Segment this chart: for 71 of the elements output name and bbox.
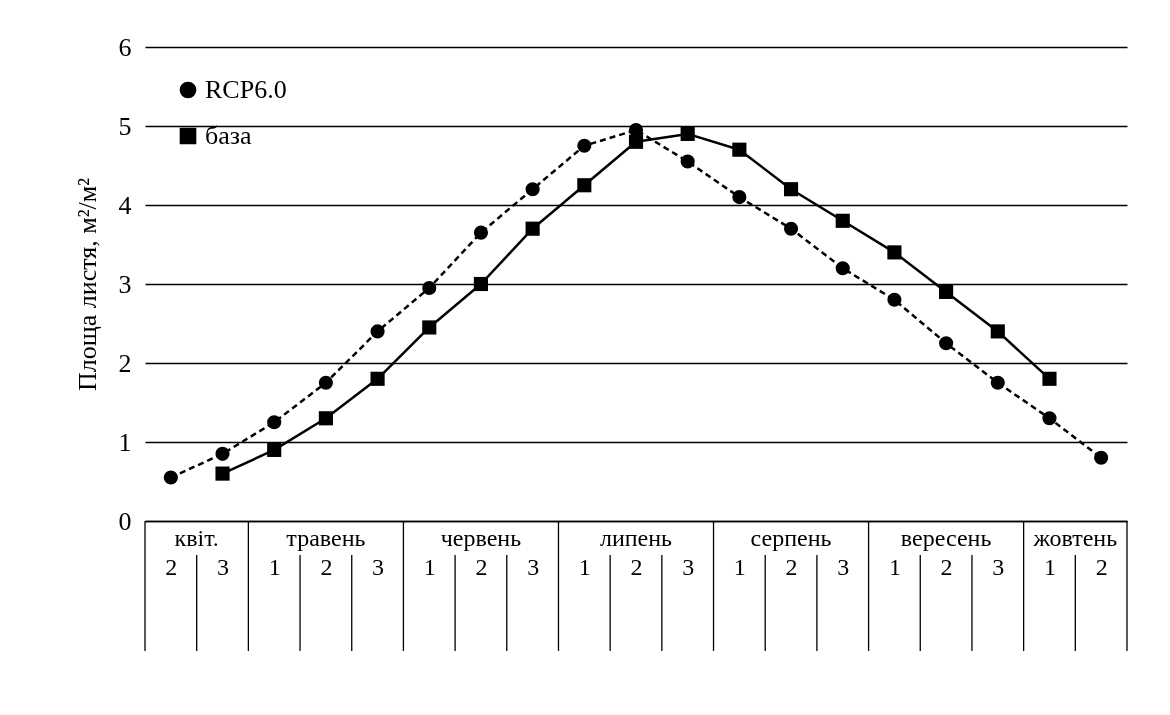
point: [680, 126, 695, 141]
y-tick-label: 3: [118, 269, 132, 299]
point: [473, 276, 489, 292]
x-tick-label: 3: [992, 553, 1005, 580]
point: [1094, 450, 1109, 465]
point: [628, 134, 644, 149]
point: [422, 280, 437, 296]
point: [267, 415, 282, 430]
point: [525, 221, 540, 236]
x-tick-label: 1: [578, 553, 591, 580]
point: [473, 225, 489, 240]
x-tick-label: 2: [1095, 553, 1108, 580]
y-tick-label: 5: [118, 111, 132, 141]
point: [422, 320, 437, 335]
text: травень: [286, 525, 366, 551]
point: [215, 466, 230, 481]
x-tick-label: 2: [630, 553, 643, 580]
y-tick-label: 6: [118, 32, 132, 62]
y-tick-label: 4: [118, 190, 132, 220]
point: [732, 142, 747, 157]
x-tick-label: 1: [1043, 553, 1056, 580]
point: [732, 190, 747, 205]
x-tick-label: 2: [785, 553, 798, 580]
point: [215, 446, 230, 461]
text: вересень: [900, 525, 992, 551]
x-tick-label: 1: [268, 553, 281, 580]
legend-label: RCP6.0: [205, 75, 287, 104]
x-tick-label: 3: [682, 553, 695, 580]
y-axis-title: Площа листя, м²/м²: [72, 177, 102, 391]
point: [1042, 371, 1057, 386]
point: [887, 245, 902, 260]
point: [887, 292, 902, 307]
point: [577, 178, 592, 193]
point: [370, 371, 385, 386]
text: серпень: [750, 525, 832, 551]
point: [680, 154, 695, 169]
point: [577, 138, 592, 153]
point: [835, 261, 850, 276]
x-tick-label: 1: [733, 553, 746, 580]
point: [163, 470, 178, 485]
point: [318, 411, 333, 426]
point: [267, 442, 282, 457]
x-tick-label: 2: [320, 553, 333, 580]
x-tick-label: 3: [837, 553, 850, 580]
point: [370, 324, 385, 339]
legend-label: база: [205, 121, 253, 150]
point: [990, 324, 1005, 339]
x-tick-label: 1: [423, 553, 436, 580]
point: [318, 375, 333, 390]
x-tick-label: 2: [165, 553, 178, 580]
x-tick-label: 2: [940, 553, 953, 580]
x-tick-label: 3: [527, 553, 540, 580]
text: квіт.: [174, 525, 219, 551]
y-tick-label: 1: [118, 427, 132, 457]
point: [783, 182, 799, 197]
x-tick-label: 2: [475, 553, 488, 580]
x-tick-label: 3: [372, 553, 385, 580]
x-tick-label: 3: [217, 553, 230, 580]
text: червень: [440, 525, 522, 551]
y-tick-label: 2: [118, 348, 132, 378]
point: [783, 221, 799, 236]
y-tick-label: 0: [118, 506, 132, 536]
text: жовтень: [1032, 525, 1118, 551]
point: [990, 375, 1005, 390]
point: [835, 213, 850, 228]
point: [525, 182, 540, 197]
point: [939, 336, 954, 351]
point: [939, 284, 954, 299]
x-tick-label: 1: [888, 553, 901, 580]
point: [1042, 411, 1057, 426]
text: липень: [599, 525, 673, 551]
